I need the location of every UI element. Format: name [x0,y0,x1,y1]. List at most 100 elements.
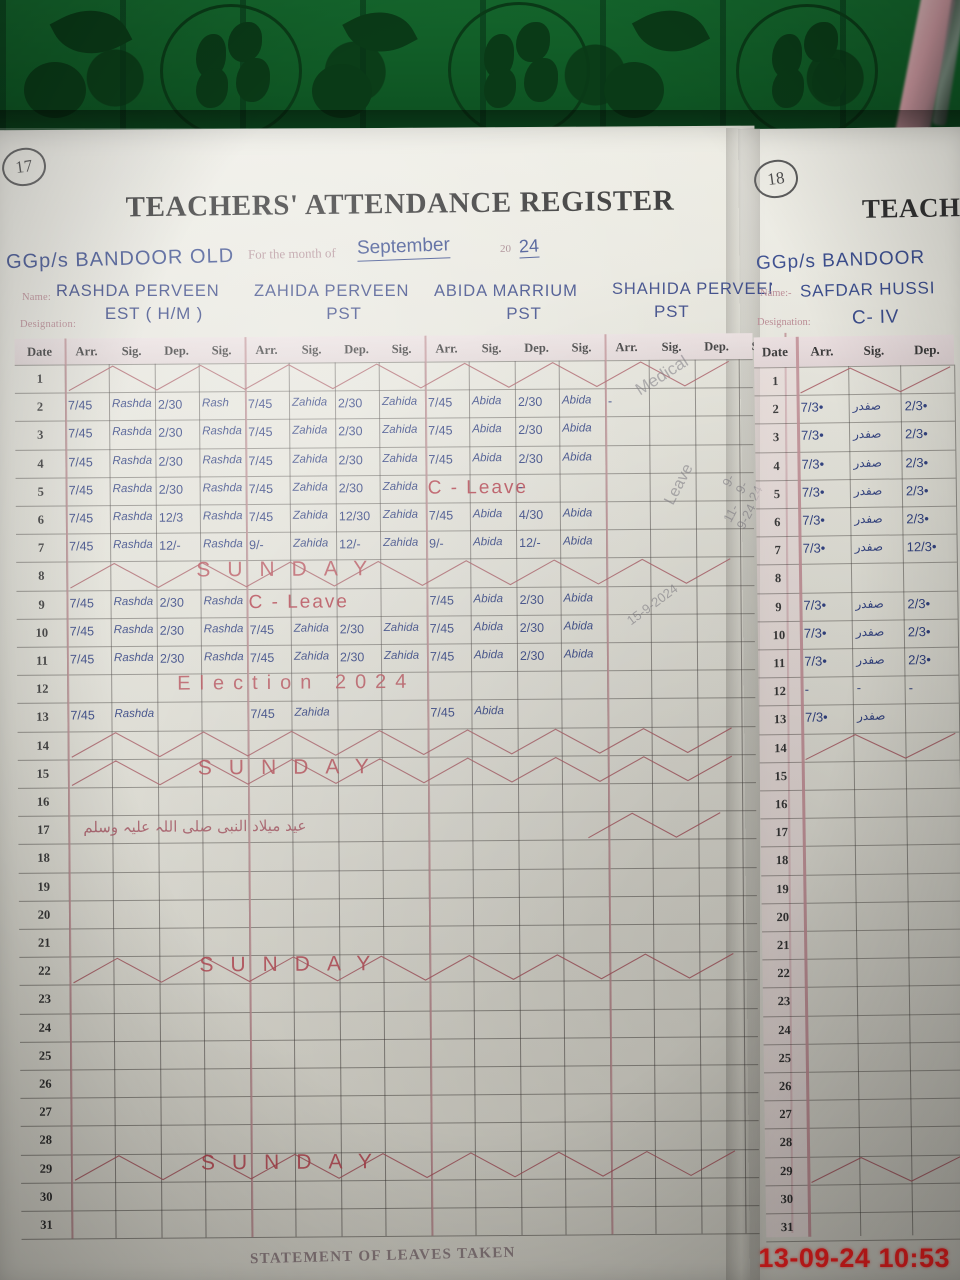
right-entry-sig-d10: صفدر [855,624,885,639]
date-cell-15: 15 [36,766,50,781]
entry-t2-sig2-d7: Zahida [383,536,419,550]
right-entry-arr-d13: 7/3• [804,709,828,726]
entry-t2-arr-d9: C - Leave [248,590,350,613]
entry-t3-sig-d10: Abida [473,620,504,634]
col-header-sig-t2: Sig. [301,342,322,357]
right-date-cell-6: 6 [774,515,781,530]
entry-t2-sig2-d10: Zahida [383,621,419,634]
date-cell-18: 18 [37,851,50,866]
entry-t1-sig-d2: Rashda [111,398,152,411]
attendance-table-right: Date Arr. Sig. Dep. 1 2 3 4 5 6 7 8 9 10 11 12 13 14 15 16… [753,334,960,1243]
entry-t2-dep-d6: 12/30 [338,509,371,524]
col-header-date: Date [27,344,53,359]
entry-t2-sig-d4: Zahida [292,453,328,466]
entry-t1-sig2-d4: Rashda [202,453,243,467]
name-label-right: Name:- [760,288,792,299]
date-cell-26: 26 [39,1076,52,1091]
entry-t1-arr-d11: 7/45 [69,652,95,667]
right-entry-arr-d4: 7/3• [801,456,825,472]
month-label: For the month of [247,245,336,262]
right-date-cell-19: 19 [776,881,789,896]
entry-t1-sig2-d11: Rashda [203,651,244,664]
right-date-cell-18: 18 [775,853,789,868]
date-cell-16: 16 [36,794,50,809]
entry-t3-dep-d10: 2/30 [519,620,545,635]
entry-t3-sig2-d2: Abida [561,394,592,407]
col-header-sig-t1: Sig. [211,343,232,358]
date-cell-31: 31 [40,1217,53,1232]
right-date-cell-11: 11 [773,656,786,671]
entry-t3-dep-d7: 12/- [519,535,541,551]
teacher-name-4: SHAHIDA PERVEEN [612,280,772,298]
date-cell-2: 2 [36,399,44,414]
entry-t2-sig-d10: Zahida [293,622,329,635]
entry-t2-dep-d3: 2/30 [338,424,363,439]
name-value-right: SAFDAR HUSSI [799,278,936,301]
right-date-cell-31: 31 [780,1219,794,1235]
right-entry-sig-d5: صفدر [853,483,883,498]
entry-t1-dep-d5: 2/30 [158,482,184,497]
right-date-cell-21: 21 [776,938,790,953]
special-row-sunday-d15: SUNDAY [197,754,386,780]
entry-t3-sig-d11: Abida [473,649,504,662]
entry-t3-sig2-d9: Abida [563,591,593,605]
special-row-sunday-d29: SUNDAY [200,1149,390,1175]
right-date-cell-29: 29 [780,1163,793,1178]
teacher-designation-4: PST [654,302,690,321]
right-date-cell-9: 9 [775,599,782,614]
date-cell-19: 19 [37,879,51,894]
date-cell-17: 17 [37,822,50,837]
entry-t3-sig2-d6: Abida [562,507,593,520]
col-header-dep-t3: Dep. [524,340,549,355]
entry-t2-arr-d13: 7/45 [250,707,275,722]
right-entry-arr-d10: 7/3• [803,625,827,641]
col-header-sig-t1: Sig. [121,343,142,359]
entry-t1-arr-d6: 7/45 [68,511,94,526]
right-entry-arr-d6: 7/3• [802,512,826,528]
right-entry-sig-d9: صفدر [855,596,884,611]
entry-t2-arr-d2: 7/45 [247,397,273,412]
entry-t2-arr-d7: 9/- [249,538,264,553]
right-entry-dep-d7: 12/3• [906,539,937,555]
right-date-cell-26: 26 [778,1078,792,1094]
right-entry-sig-d2: صفدر [852,398,882,414]
col-header-sig-t2: Sig. [391,341,412,356]
entry-t2-sig-d13: Zahida [294,706,330,720]
right-entry-sig-d4: صفدر [853,455,882,470]
entry-t2-arr-d11: 7/45 [249,650,275,666]
attendance-table-left: Date Arr. Sig. Dep. Sig. Arr. Sig. Dep. Sig. Arr.… [14,332,794,1241]
date-cell-30: 30 [39,1189,53,1204]
entry-t3-sig2-d11: Abida [563,648,594,661]
right-entry-arr-d11: 7/3• [804,653,827,669]
entry-t2-sig2-d2: Zahida [381,395,418,409]
entry-t2-dep-d11: 2/30 [339,650,365,665]
entry-t3-arr-d6: 7/45 [428,508,454,523]
entry-t3-dep-d11: 2/30 [519,648,545,663]
entry-t1-sig2-d6: Rashda [202,510,243,523]
date-cell-29: 29 [39,1161,53,1176]
right-entry-sig-d7: صفدر [854,539,884,555]
entry-t1-sig2-d9: Rashda [203,594,244,608]
entry-t2-dep-d2: 2/30 [337,396,363,411]
designation-value-right: C- IV [851,306,900,329]
date-cell-13: 13 [36,710,49,725]
entry-t1-sig-d3: Rashda [112,426,152,439]
right-date-cell-28: 28 [779,1135,793,1150]
entry-t3-dep-d4: 2/30 [518,451,543,466]
date-cell-24: 24 [38,1020,52,1035]
special-row-election-2024-d12: Election 2024 [177,670,416,695]
right-date-cell-16: 16 [774,797,788,812]
right-date-cell-25: 25 [778,1050,792,1065]
entry-t2-sig2-d5: Zahida [382,480,418,493]
entry-t1-sig-d13: Rashda [114,708,155,721]
special-row-sunday-d8: SUNDAY [196,557,385,582]
entry-t1-arr-d10: 7/45 [69,624,95,639]
date-cell-8: 8 [38,569,45,584]
right-entry-sig-d12: - [856,681,862,696]
date-cell-9: 9 [38,597,45,612]
right-date-cell-17: 17 [775,825,788,840]
entry-t2-sig-d2: Zahida [291,396,328,409]
entry-t1-arr-d5: 7/45 [68,483,94,498]
col-header-arr-t1: Arr. [75,344,98,359]
teacher-header-3: ABIDA MARRIUM PST [434,282,614,324]
